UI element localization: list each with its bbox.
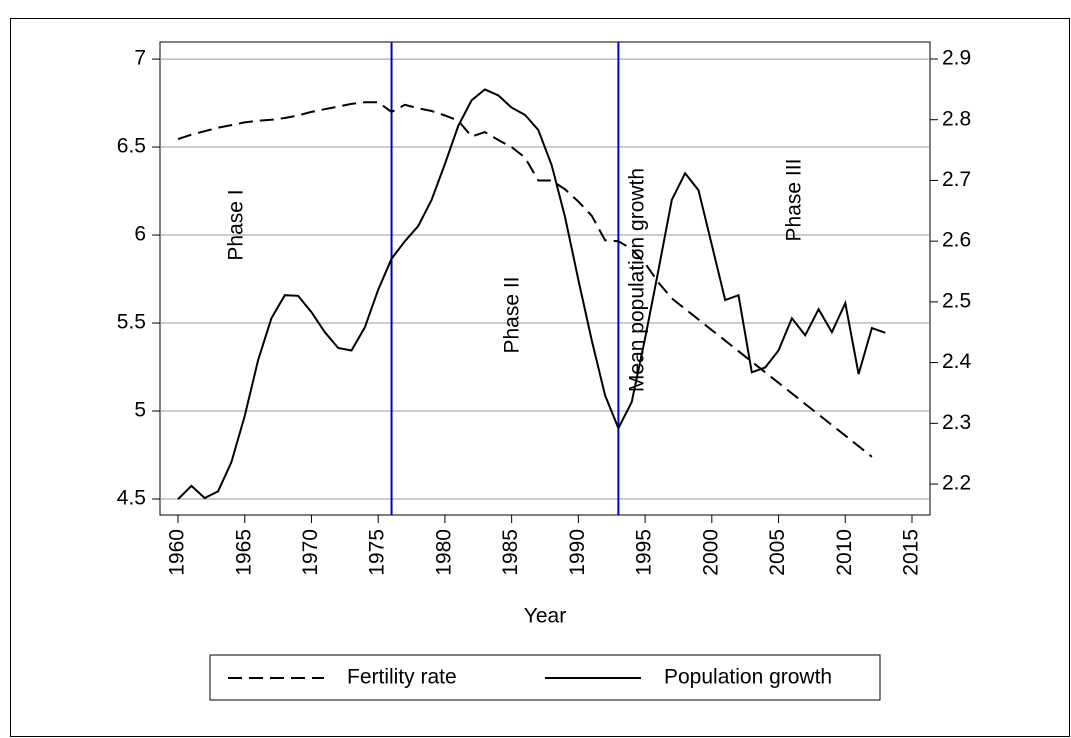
x-tick-label: 2010	[833, 529, 856, 576]
annotation: Phase II	[501, 276, 524, 353]
x-axis-label: Year	[524, 605, 566, 628]
y-tick-label: 7	[134, 47, 146, 70]
legend-label: Fertility rate	[347, 666, 457, 689]
x-tick-label: 2015	[900, 529, 923, 576]
x-tick-label: 1965	[232, 529, 255, 576]
legend	[209, 654, 881, 701]
y-tick-label: 5	[134, 399, 146, 422]
y2-tick-label: 2.8	[942, 107, 971, 130]
x-tick-label: 1995	[633, 529, 656, 576]
x-tick-label: 1985	[499, 529, 522, 576]
annotation: Mean population growth	[626, 168, 649, 392]
annotation: Phase III	[783, 159, 806, 242]
x-tick-label: 1975	[366, 529, 389, 576]
x-tick-label: 1990	[566, 529, 589, 576]
x-tick-label: 1960	[166, 529, 189, 576]
y2-tick-label: 2.2	[942, 472, 971, 495]
y2-tick-label: 2.6	[942, 229, 971, 252]
x-tick-label: 1980	[432, 529, 455, 576]
y-tick-label: 5.5	[117, 311, 146, 334]
y-tick-label: 6.5	[117, 135, 146, 158]
annotation: Phase I	[225, 189, 248, 260]
y2-tick-label: 2.5	[942, 289, 971, 312]
y2-tick-label: 2.7	[942, 168, 971, 191]
x-tick-label: 1970	[299, 529, 322, 576]
x-tick-label: 2000	[699, 529, 722, 576]
legend-label: Population growth	[664, 666, 832, 689]
series-line	[177, 101, 873, 458]
plot-area	[159, 41, 931, 516]
y2-tick-label: 2.9	[942, 47, 971, 70]
y-tick-label: 4.5	[117, 487, 146, 510]
frame	[10, 18, 1070, 737]
x-tick-label: 2005	[766, 529, 789, 576]
y2-tick-label: 2.3	[942, 411, 971, 434]
y2-tick-label: 2.4	[942, 350, 972, 373]
series-line	[177, 88, 886, 500]
y-tick-label: 6	[134, 223, 146, 246]
